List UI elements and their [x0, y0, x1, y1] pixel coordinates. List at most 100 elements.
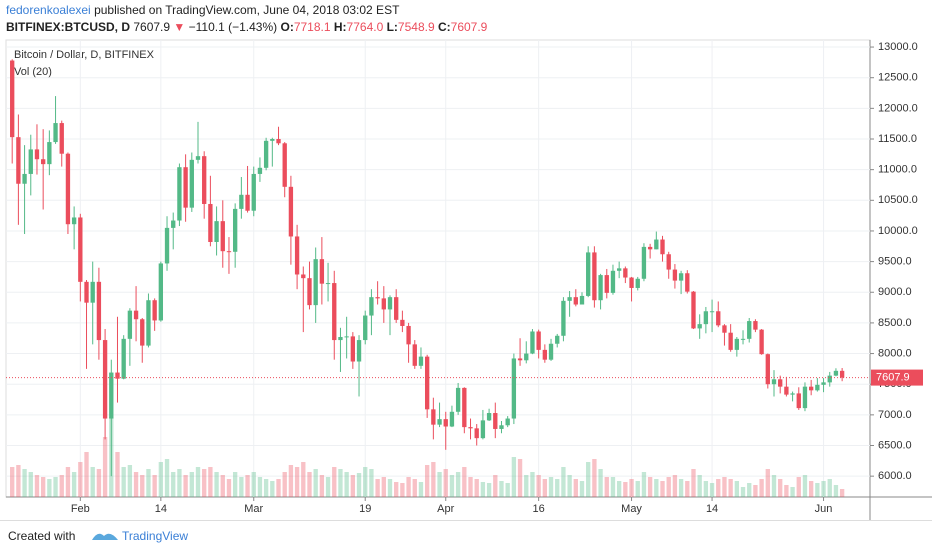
o-label: O:	[280, 20, 294, 34]
l: 7548.9	[397, 20, 435, 34]
volume-bar	[418, 482, 424, 497]
candle-body	[40, 159, 46, 165]
chart: Bitcoin / Dollar, D, BITFINEX Vol (20) 600…	[5, 39, 932, 520]
volume-bar	[697, 475, 702, 497]
candle-body	[685, 273, 690, 292]
volume-bar	[573, 479, 578, 497]
candle-body	[288, 186, 294, 237]
candle-body	[189, 159, 194, 208]
x-tick-label: May	[621, 503, 642, 515]
c: 7607.9	[450, 20, 488, 34]
header: fedorenkoalexei published on TradingView…	[6, 2, 487, 36]
volume-bar	[740, 487, 746, 497]
header-line: fedorenkoalexei published on TradingView…	[6, 2, 487, 19]
volume-bar	[195, 467, 201, 497]
candle-body	[400, 319, 405, 326]
volume-bar	[474, 479, 479, 497]
candle-body	[517, 358, 523, 361]
volume-bar	[220, 475, 225, 497]
volume-bar	[47, 479, 52, 497]
volume-bar	[654, 479, 659, 497]
volume-bar	[10, 467, 15, 497]
author[interactable]: fedorenkoalexei	[6, 3, 91, 17]
candle-body	[59, 123, 64, 154]
candle-body	[195, 156, 201, 160]
volume-bar	[821, 481, 826, 497]
candle-body	[796, 393, 801, 409]
candle-body	[313, 259, 318, 306]
volume-bar	[592, 459, 597, 497]
volume-bar	[480, 482, 486, 497]
volume-bar	[400, 483, 405, 497]
candle-body	[709, 311, 715, 313]
created: Created with	[8, 529, 76, 543]
volume-bar	[734, 481, 740, 497]
candle-body	[356, 340, 362, 362]
candle-body	[47, 142, 52, 165]
volume-bar	[387, 479, 393, 497]
candle-body	[424, 356, 430, 410]
volume-bar	[604, 477, 609, 497]
volume-bar	[542, 479, 548, 497]
volume-bar	[722, 477, 727, 497]
candle-body	[486, 413, 492, 421]
candle-body	[140, 319, 145, 346]
candle-body	[350, 336, 356, 362]
y-tick-label: 13000.0	[878, 41, 918, 53]
volume-bar	[406, 477, 411, 497]
volume-bar	[784, 485, 789, 497]
volume-bar	[629, 479, 634, 497]
volume-bar	[282, 472, 287, 497]
volume-bar	[270, 481, 275, 497]
candle-body	[716, 311, 721, 326]
x-tick-label: Feb	[71, 503, 90, 515]
candle-body	[722, 325, 727, 333]
candle-body	[616, 268, 622, 271]
candle-body	[604, 275, 609, 293]
volume-bar	[524, 475, 529, 497]
volume-bar	[499, 481, 504, 497]
volume-bar	[53, 477, 58, 497]
volume-bar	[771, 475, 777, 497]
candle-body	[530, 331, 535, 354]
volume-bar	[369, 469, 374, 497]
volume-bar	[350, 475, 356, 497]
candle-body	[78, 217, 83, 282]
volume-bar	[294, 467, 300, 497]
volume-bar	[65, 467, 71, 497]
candle-body	[555, 335, 560, 344]
volume-bar	[462, 467, 467, 497]
volume-bar	[338, 469, 343, 497]
volume-bar	[71, 472, 77, 497]
y-tick-label: 8000.0	[878, 347, 912, 359]
volume-bar	[90, 467, 95, 497]
candle-body	[654, 239, 659, 250]
candle-body	[10, 60, 15, 138]
volume-bar	[84, 452, 89, 497]
volume-bar	[839, 489, 845, 497]
candle-body	[412, 344, 417, 366]
volume-bar	[808, 481, 814, 497]
candle-body	[282, 143, 287, 187]
volume-bar	[307, 472, 312, 497]
o: 7718.1	[293, 20, 331, 34]
candle-body	[462, 387, 467, 428]
volume-bar	[332, 467, 337, 497]
volume-bar	[363, 467, 368, 497]
arrow: ▼	[173, 20, 186, 34]
volume-bar	[140, 475, 145, 497]
volume-bar	[226, 479, 232, 497]
volume-bar	[127, 465, 133, 497]
volume-bar	[796, 477, 801, 497]
candle-body	[666, 254, 671, 270]
candle-body	[802, 386, 808, 409]
volume-bar	[344, 472, 349, 497]
volume-bar	[115, 452, 120, 497]
candle-body	[697, 324, 702, 329]
candle-body	[431, 409, 436, 425]
volume-bar	[505, 483, 510, 497]
volume-bar	[778, 479, 783, 497]
brand[interactable]: TradingView	[122, 529, 189, 543]
x-tick-label: 16	[533, 503, 545, 515]
volume-bar	[28, 472, 33, 497]
